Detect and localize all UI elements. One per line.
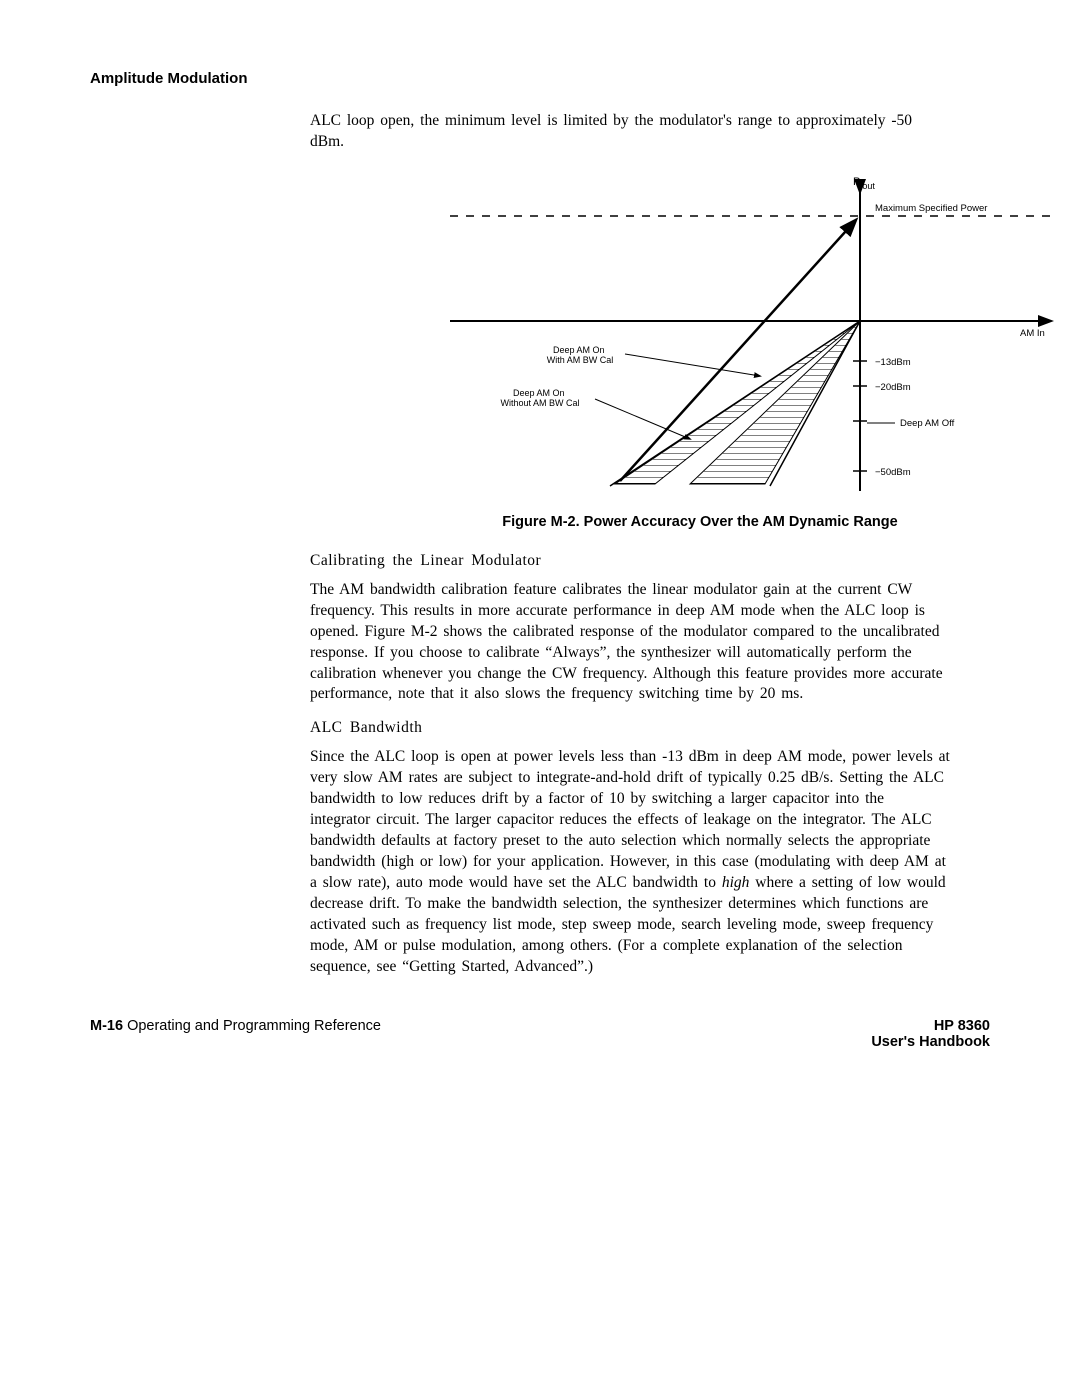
label-deep-am-on-with: Deep AM On With AM BW Cal (547, 345, 614, 365)
footer-right: HP 8360 User's Handbook (871, 1018, 990, 1050)
label-pout: Pout (853, 176, 875, 191)
footer-page-number: M-16 (90, 1018, 123, 1034)
section-heading: Amplitude Modulation (90, 70, 990, 87)
label-m13: −13dBm (875, 357, 911, 368)
footer-right-line2: User's Handbook (871, 1034, 990, 1050)
para2-part-a: Since the ALC loop is open at power leve… (310, 748, 950, 891)
page-footer: M-16 Operating and Programming Reference… (90, 1018, 990, 1050)
subhead-calibrating: Calibrating the Linear Modulator (310, 552, 950, 570)
body-column: ALC loop open, the minimum level is limi… (310, 111, 950, 978)
intro-paragraph: ALC loop open, the minimum level is limi… (310, 111, 950, 153)
para2-ital: high (722, 874, 750, 891)
footer-left: M-16 Operating and Programming Reference (90, 1018, 381, 1050)
figure-m2: Pout Maximum Specified Power AM In −13dB… (430, 171, 950, 506)
figure-caption-text: Power Accuracy Over the AM Dynamic Range (580, 514, 898, 530)
figure-caption: Figure M-2. Power Accuracy Over the AM D… (450, 514, 950, 530)
footer-right-line1: HP 8360 (871, 1018, 990, 1034)
label-m50: −50dBm (875, 467, 911, 478)
label-deep-am-off: Deep AM Off (900, 418, 955, 429)
para-calibrating: The AM bandwidth calibration feature cal… (310, 580, 950, 706)
figure-caption-prefix: Figure M-2. (502, 514, 579, 530)
label-m20: −20dBm (875, 382, 911, 393)
label-max-spec: Maximum Specified Power (875, 203, 987, 214)
label-am-in: AM In (1020, 328, 1045, 339)
para-alc-bandwidth: Since the ALC loop is open at power leve… (310, 747, 950, 977)
figure-m2-svg: Pout Maximum Specified Power AM In −13dB… (430, 171, 1070, 501)
label-deep-am-on-without: Deep AM On Without AM BW Cal (500, 388, 579, 408)
subhead-alc-bandwidth: ALC Bandwidth (310, 719, 950, 737)
footer-left-text: Operating and Programming Reference (123, 1018, 381, 1034)
